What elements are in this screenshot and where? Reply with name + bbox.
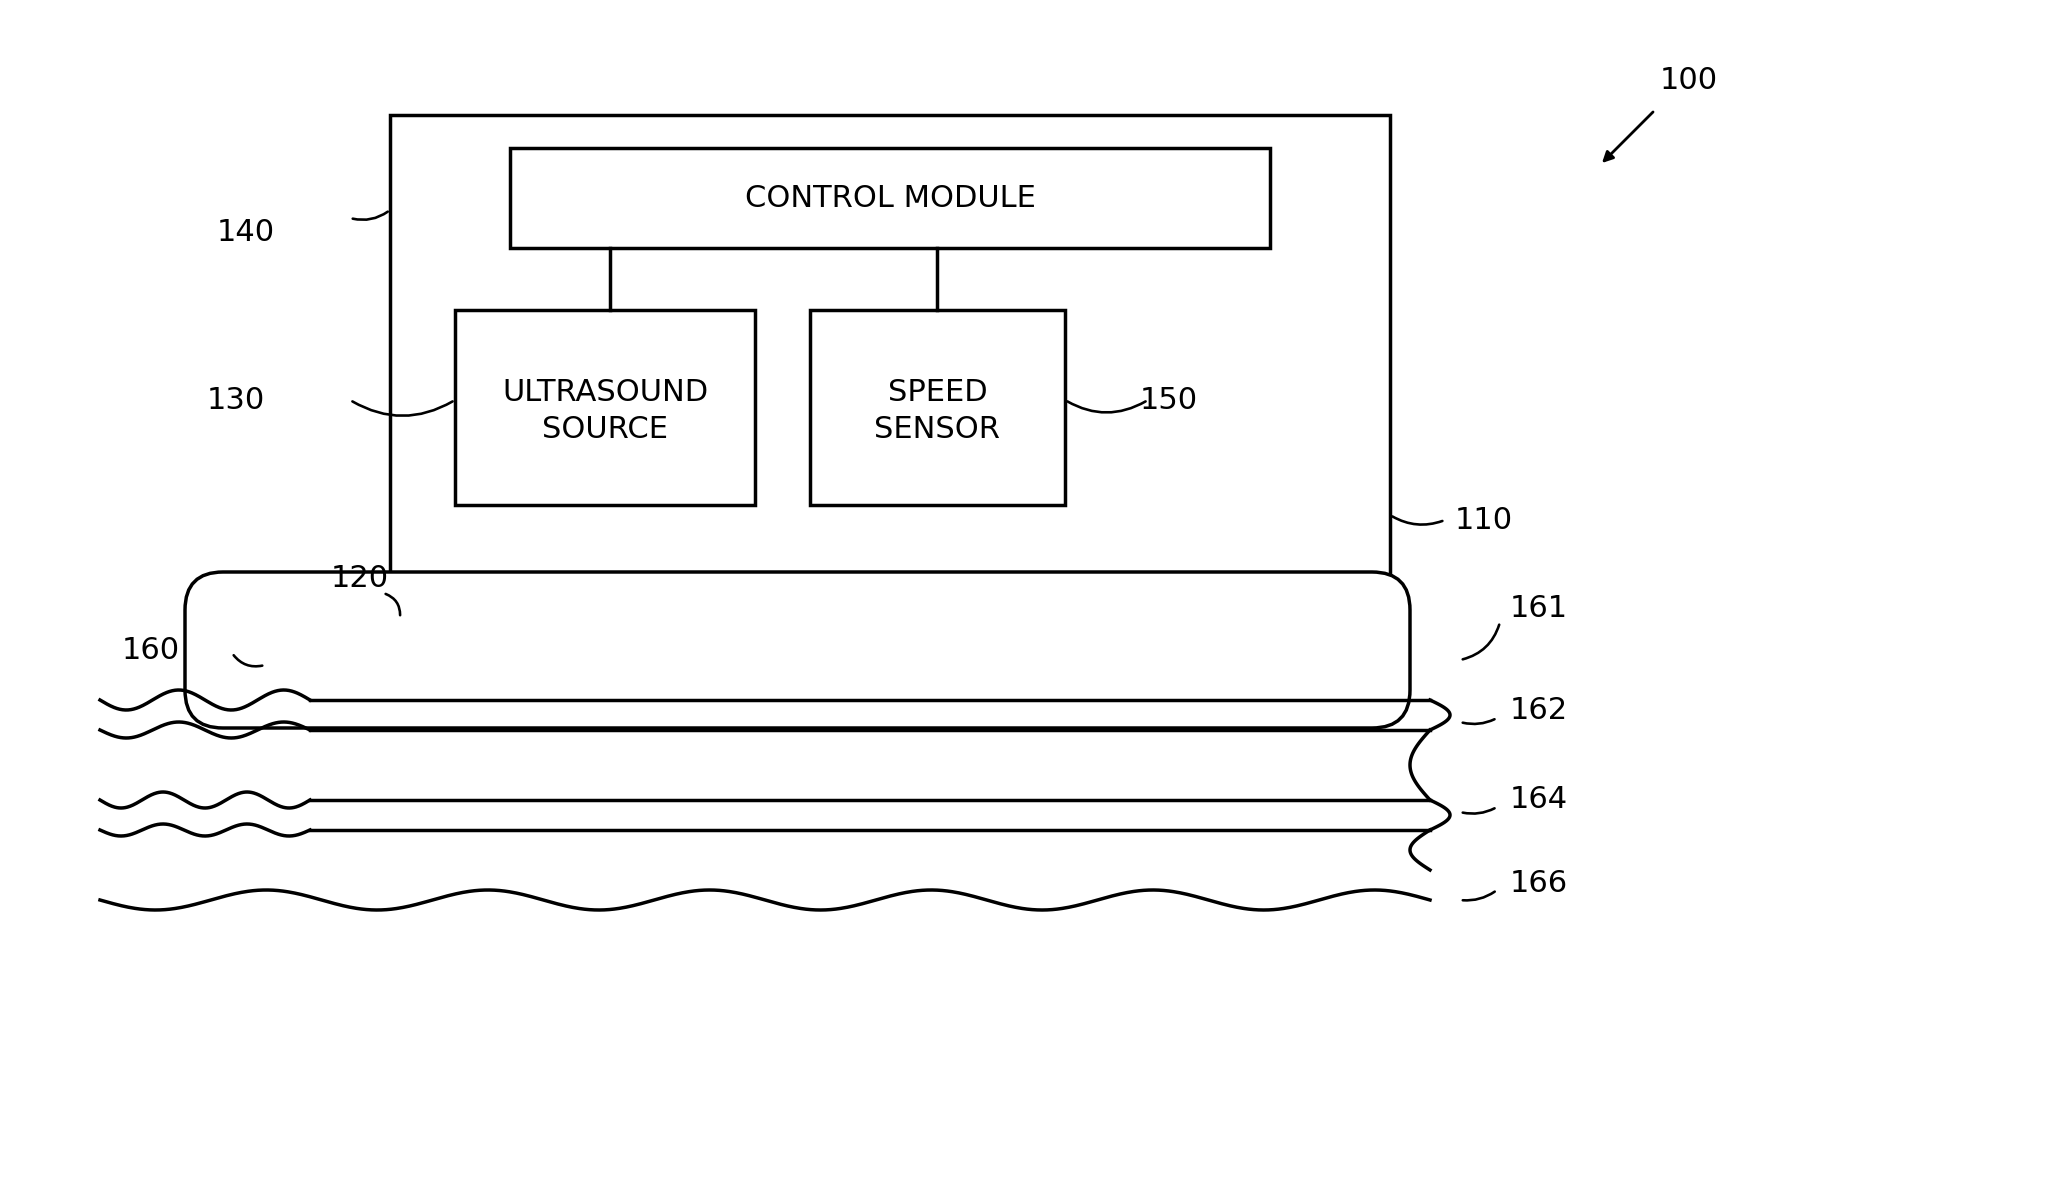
- Text: 100: 100: [1660, 66, 1717, 94]
- Text: 162: 162: [1509, 695, 1569, 724]
- Text: 166: 166: [1509, 868, 1569, 898]
- Text: 120: 120: [331, 563, 389, 593]
- Text: CONTROL MODULE: CONTROL MODULE: [745, 184, 1036, 212]
- Text: 164: 164: [1509, 786, 1569, 814]
- Text: 161: 161: [1509, 594, 1569, 622]
- Text: SOURCE: SOURCE: [542, 415, 667, 444]
- Text: 110: 110: [1456, 505, 1513, 535]
- Text: 150: 150: [1141, 385, 1198, 415]
- Text: ULTRASOUND: ULTRASOUND: [502, 378, 708, 408]
- Text: 130: 130: [206, 385, 266, 415]
- Bar: [809, 310, 1065, 505]
- Bar: [389, 115, 1390, 660]
- Text: 160: 160: [121, 635, 179, 664]
- Bar: [455, 310, 756, 505]
- Text: SPEED: SPEED: [887, 378, 988, 408]
- Text: 140: 140: [216, 218, 276, 246]
- FancyBboxPatch shape: [185, 573, 1410, 728]
- Bar: [511, 148, 1270, 249]
- Text: SENSOR: SENSOR: [875, 415, 1001, 444]
